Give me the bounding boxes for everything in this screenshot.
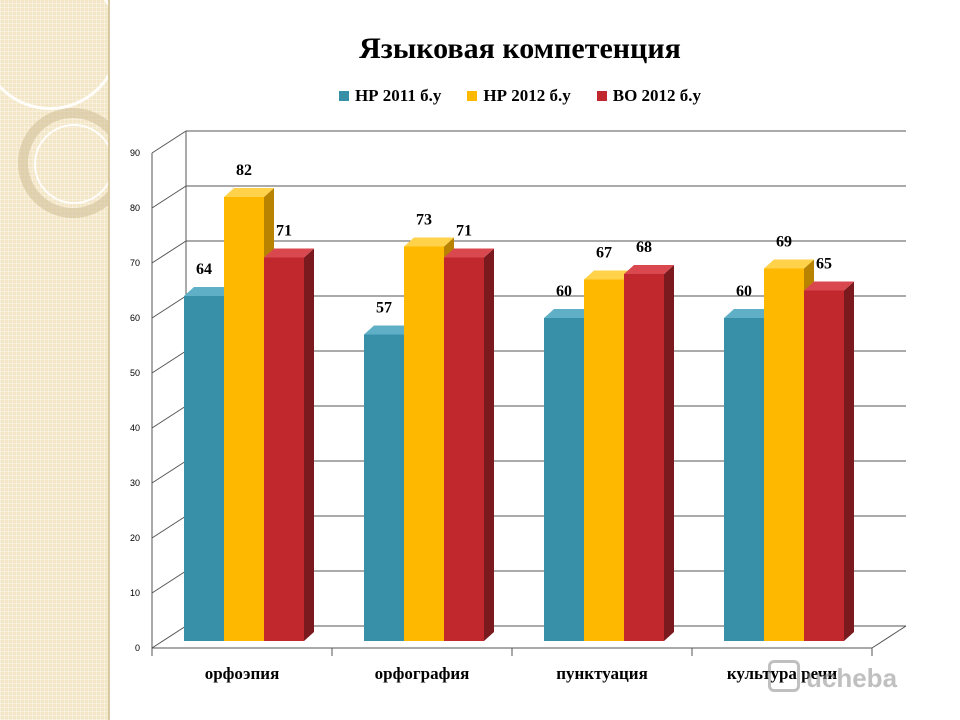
bar — [724, 318, 764, 641]
data-label: 69 — [776, 234, 792, 251]
bar — [804, 290, 844, 641]
data-label: 60 — [736, 283, 752, 300]
data-label: 64 — [196, 261, 212, 278]
y-tick-label: 0 — [135, 643, 140, 653]
legend-item: НР 2011 б.у — [338, 86, 442, 106]
chart-title: Языковая компетенция — [359, 32, 681, 65]
bar-top — [444, 248, 494, 258]
gridline-depth — [151, 405, 187, 429]
bar — [444, 257, 484, 641]
decorative-ring — [18, 108, 108, 218]
legend-swatch — [596, 91, 607, 101]
y-tick-label: 60 — [130, 313, 140, 323]
legend-label: ВО 2012 б.у — [612, 86, 702, 105]
bar — [764, 268, 804, 641]
y-tick-label: 80 — [130, 203, 140, 213]
y-tick-label: 50 — [130, 368, 140, 378]
x-tick-label: пунктуация — [556, 664, 648, 683]
y-tick-label: 10 — [130, 588, 140, 598]
bar — [264, 257, 304, 641]
bar-top — [184, 287, 234, 296]
bar-top — [764, 259, 814, 269]
data-label: 82 — [236, 162, 252, 179]
gridline-depth — [151, 295, 187, 319]
data-label: 57 — [376, 300, 392, 317]
data-label: 71 — [456, 223, 472, 240]
gridline-depth — [151, 460, 187, 484]
x-tick-label: культура речи — [727, 664, 838, 683]
decorative-side-panel — [0, 0, 108, 720]
legend-item: НР 2012 б.у — [467, 86, 571, 106]
gridline-depth — [151, 570, 187, 594]
bar-top — [224, 188, 274, 197]
gridline-depth — [151, 350, 187, 374]
x-tick-label: орфоэпия — [205, 664, 280, 683]
bar — [584, 279, 624, 641]
legend-item: ВО 2012 б.у — [596, 86, 702, 106]
chart-legend: НР 2011 б.у НР 2012 б.у ВО 2012 б.у — [150, 86, 890, 106]
legend-swatch — [338, 91, 349, 101]
x-tick-label: орфография — [375, 664, 470, 683]
bar — [224, 197, 264, 641]
bar-side — [844, 281, 854, 641]
gridline-depth — [151, 515, 187, 539]
bar-top — [804, 281, 854, 291]
data-label: 65 — [816, 256, 832, 273]
decorative-ring — [34, 124, 108, 204]
data-label: 67 — [596, 245, 612, 262]
side-divider — [108, 0, 110, 720]
bar — [404, 246, 444, 641]
legend-label: НР 2011 б.у — [354, 86, 442, 105]
data-label: 68 — [636, 239, 652, 256]
legend-label: НР 2012 б.у — [483, 86, 571, 105]
bar-top — [624, 265, 674, 274]
bar-top — [724, 309, 774, 318]
bar — [544, 318, 584, 641]
bar-side — [304, 248, 314, 641]
y-tick-label: 30 — [130, 478, 140, 488]
gridline-depth — [151, 240, 187, 264]
data-label: 73 — [416, 212, 432, 229]
y-tick-label: 40 — [130, 423, 140, 433]
bar-top — [584, 270, 634, 280]
gridline-depth — [151, 625, 187, 649]
watermark-logo-icon — [768, 660, 800, 692]
gridline-depth — [151, 185, 187, 209]
decorative-ring — [0, 0, 108, 110]
y-tick-label: 90 — [130, 148, 140, 158]
bar — [364, 334, 404, 641]
watermark: ucheba — [806, 663, 898, 693]
bar-side — [664, 265, 674, 641]
floor-edge — [871, 625, 907, 649]
bar-top — [264, 248, 314, 258]
bar-top — [404, 237, 454, 247]
bar-side — [484, 248, 494, 641]
data-label: 60 — [556, 283, 572, 300]
bar — [624, 274, 664, 641]
data-label: 71 — [276, 223, 292, 240]
legend-swatch — [467, 91, 478, 101]
bar-top — [364, 325, 414, 335]
y-tick-label: 70 — [130, 258, 140, 268]
bar — [184, 296, 224, 641]
bar-top — [544, 309, 594, 318]
gridline-depth — [151, 130, 187, 154]
y-tick-label: 20 — [130, 533, 140, 543]
